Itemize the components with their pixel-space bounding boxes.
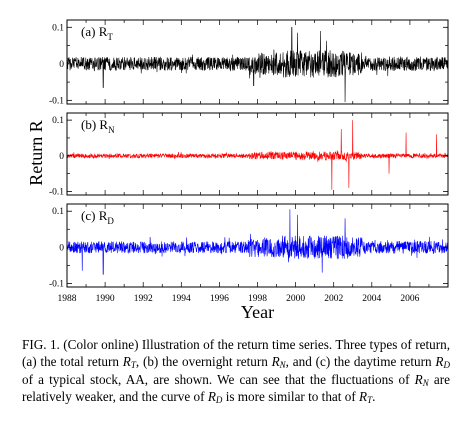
y-tick-label: 0.1: [52, 116, 64, 126]
x-tick-label: 1990: [96, 294, 115, 304]
y-tick-label: -0.1: [49, 187, 64, 197]
y-tick-label: 0.1: [52, 23, 64, 33]
x-tick-label: 1996: [210, 294, 229, 304]
series-line-N: [66, 120, 449, 190]
figure-caption: FIG. 1. (Color online) Illustration of t…: [22, 337, 450, 406]
x-axis-title: Year: [241, 302, 274, 320]
x-tick-label: 1994: [172, 294, 191, 304]
panel-label-N: (b) RN: [81, 117, 115, 135]
y-tick-label: -0.1: [49, 279, 64, 289]
panel-N: 0.1 0 -0.1 (b) RN: [49, 112, 449, 197]
y-tick-label: 0.1: [52, 207, 64, 217]
y-axis-title: Return R: [26, 120, 46, 186]
y-tick-label: 0: [59, 60, 64, 70]
panel-label-T: (a) RT: [81, 24, 113, 42]
y-tick-label: 0: [59, 243, 64, 253]
series-line-T: [66, 27, 449, 103]
x-tick-label: 2006: [400, 294, 419, 304]
return-time-series-figure: 0.1 0 -0.1 (a) RT 0.1 0 -0.1 (b) RN 0.1 0 -0.1 (c) …: [26, 19, 449, 320]
x-tick-label: 1988: [58, 294, 77, 304]
x-tick-label: 1992: [134, 294, 153, 304]
x-tick-label: 2004: [362, 294, 381, 304]
y-tick-label: -0.1: [49, 96, 64, 106]
y-tick-label: 0: [59, 152, 64, 162]
x-tick-label: 1998: [248, 294, 267, 304]
panel-T: 0.1 0 -0.1 (a) RT: [49, 19, 449, 106]
panel-D: 0.1 0 -0.1 (c) RD: [49, 203, 449, 289]
x-tick-label: 2002: [324, 294, 343, 304]
series-line-D: [66, 209, 449, 275]
x-tick-label: 2000: [286, 294, 305, 304]
panel-label-D: (c) RD: [81, 208, 114, 226]
